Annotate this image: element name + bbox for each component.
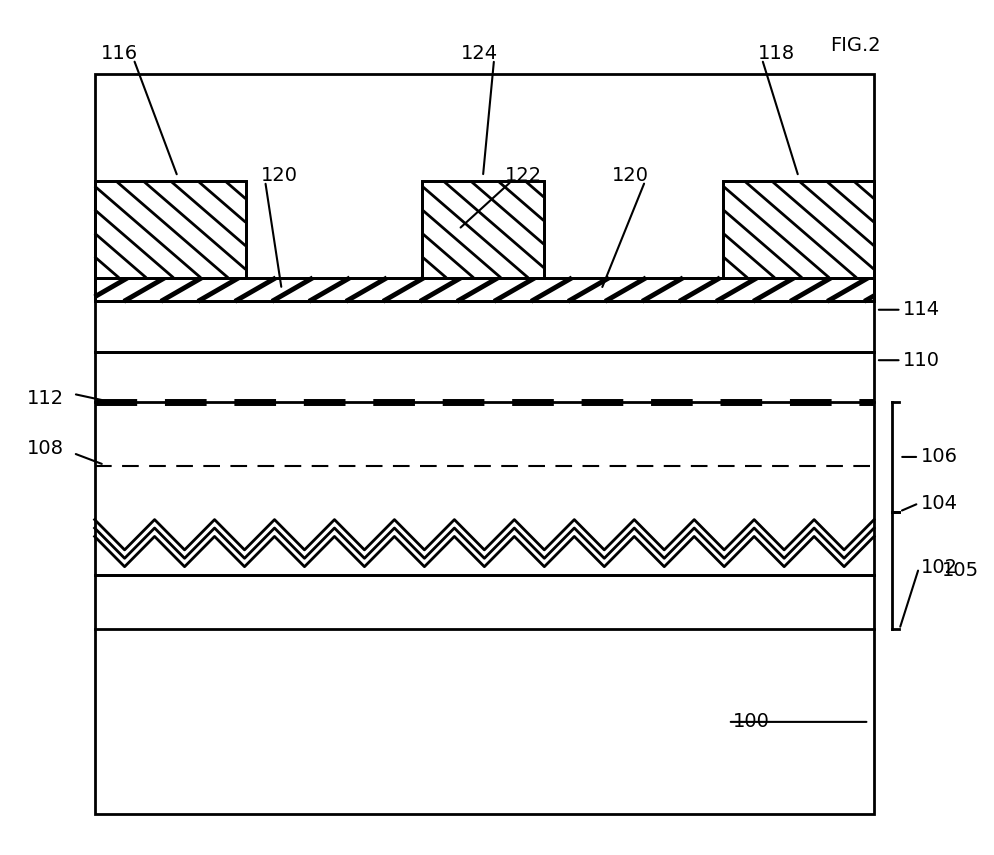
Bar bbox=[421, 181, 544, 278]
Bar bbox=[421, 181, 544, 278]
Text: 118: 118 bbox=[757, 44, 795, 62]
Text: 114: 114 bbox=[903, 300, 940, 319]
Text: 104: 104 bbox=[920, 493, 957, 513]
Text: 106: 106 bbox=[920, 447, 957, 467]
Text: 102: 102 bbox=[920, 558, 957, 577]
Bar bbox=[94, 181, 246, 278]
Text: 110: 110 bbox=[903, 351, 940, 369]
Text: 105: 105 bbox=[941, 561, 979, 580]
Text: 116: 116 bbox=[100, 44, 137, 62]
Bar bbox=[723, 181, 874, 278]
Bar bbox=[94, 278, 874, 301]
Text: 120: 120 bbox=[611, 166, 649, 185]
Text: 100: 100 bbox=[733, 712, 769, 731]
Text: 124: 124 bbox=[460, 44, 498, 62]
Bar bbox=[94, 181, 246, 278]
Bar bbox=[723, 181, 874, 278]
Text: 120: 120 bbox=[261, 166, 298, 185]
Text: 112: 112 bbox=[27, 388, 64, 408]
Text: 108: 108 bbox=[27, 439, 64, 458]
Text: 122: 122 bbox=[505, 166, 542, 185]
Text: FIG.2: FIG.2 bbox=[830, 37, 881, 56]
Bar bbox=[94, 74, 874, 815]
